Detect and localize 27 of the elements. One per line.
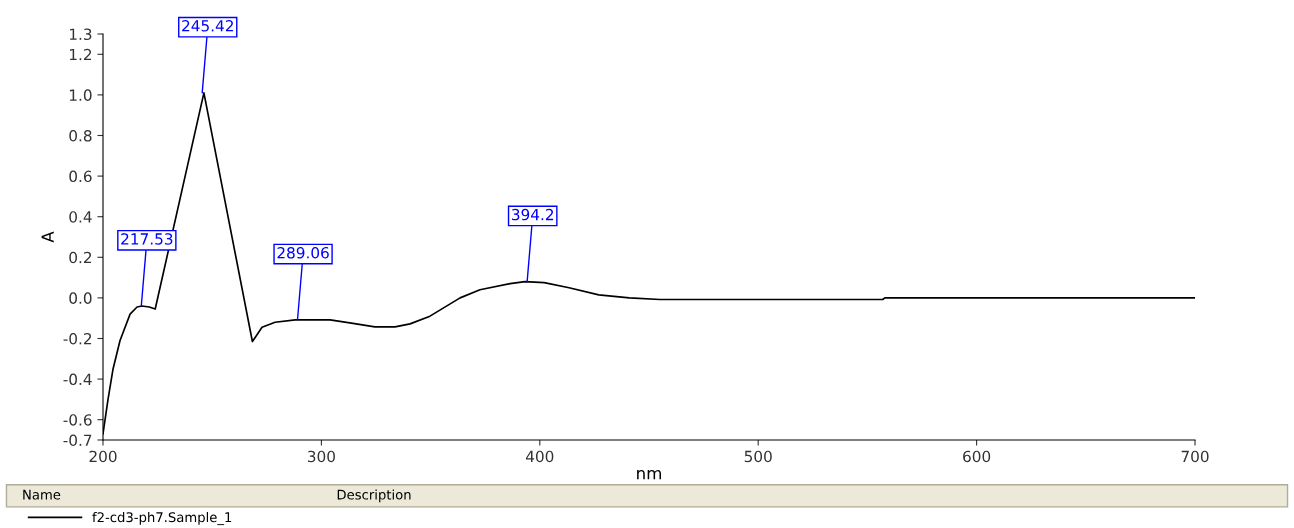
text: Description: [337, 489, 411, 503]
y-tick-label: 1.2: [69, 48, 92, 61]
y-tick-label: -0.7: [63, 434, 92, 446]
x-tick-label: 300: [307, 450, 335, 463]
y-tick-label: -0.6: [63, 414, 92, 426]
y-tick-label: 0.8: [69, 129, 92, 142]
y-tick-label: 0.6: [69, 170, 92, 183]
y-tick-label: -0.2: [63, 332, 92, 345]
y-tick-label: -0.4: [63, 373, 92, 386]
annotation: 394.2: [511, 208, 554, 221]
annotation: 289.06: [277, 246, 329, 259]
x-tick-label: 700: [1181, 450, 1209, 463]
x-axis-title: nm: [637, 469, 661, 480]
y-tick-label: 0.2: [69, 251, 92, 264]
x-tick-label: 600: [963, 450, 991, 463]
y-tick-label: 1.0: [69, 89, 92, 101]
annotation: 245.42: [182, 20, 233, 32]
y-tick-label: 1.3: [69, 28, 92, 41]
y-tick-label: 0.4: [69, 211, 92, 223]
annotation: 217.53: [121, 233, 173, 245]
y-tick-label: 0.0: [69, 292, 92, 304]
x-tick-label: 500: [744, 450, 772, 463]
text: Name: [23, 489, 61, 500]
legend-label: f2-cd3-ph7.Sample_1: [92, 511, 232, 526]
x-tick-label: 200: [89, 450, 117, 463]
x-tick-label: 400: [525, 450, 554, 463]
y-axis-title: A: [41, 231, 54, 243]
